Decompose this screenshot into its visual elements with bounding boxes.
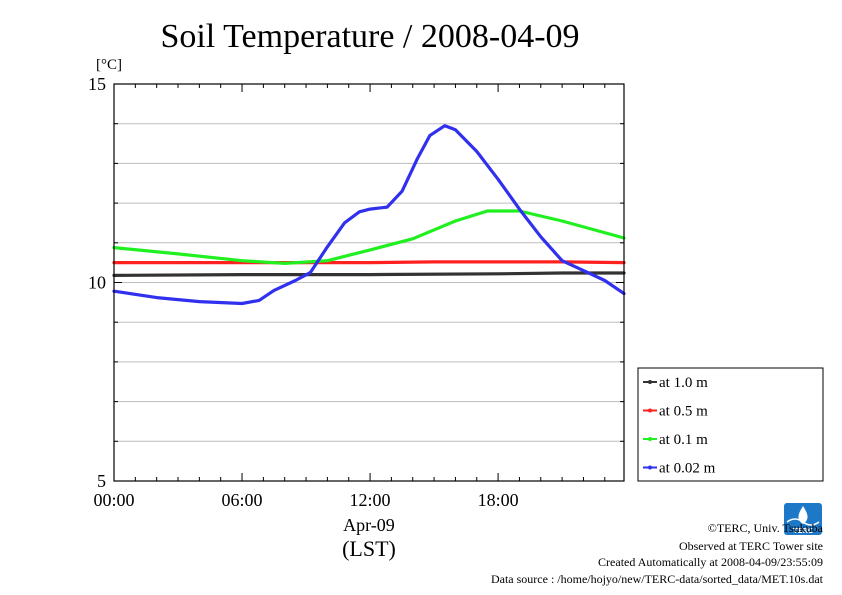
footer-copyright: ©TERC, Univ. Tsukuba xyxy=(708,521,824,535)
y-axis: 5 10 15 xyxy=(88,74,624,491)
series-line-4 xyxy=(112,124,626,306)
series-line-3 xyxy=(112,209,626,265)
series-layer xyxy=(112,124,626,306)
y-unit-label: [°C] xyxy=(96,57,122,73)
wave-icon xyxy=(786,518,820,526)
legend-marker xyxy=(648,380,652,384)
footer-source: Data source : /home/hojyo/new/TERC-data/… xyxy=(491,572,824,586)
x-tick-label: 06:00 xyxy=(222,490,263,510)
grid-lines xyxy=(114,123,624,442)
logo-text: TERC xyxy=(793,527,813,535)
x-date-label: Apr-09 xyxy=(343,515,395,535)
chart-title: Soil Temperature / 2008-04-09 xyxy=(160,18,579,55)
terc-logo: TERC xyxy=(784,503,822,535)
legend-marker xyxy=(648,408,652,413)
legend-entry: at 0.1 m xyxy=(659,432,708,448)
footer-site: Observed at TERC Tower site xyxy=(679,539,823,553)
legend-marker xyxy=(648,465,652,470)
y-tick-label: 15 xyxy=(88,74,106,94)
x-tick-label: 00:00 xyxy=(93,490,134,510)
x-tick-label: 18:00 xyxy=(478,490,519,510)
footer-created: Created Automatically at 2008-04-09/23:5… xyxy=(598,555,823,569)
series-line-1 xyxy=(112,271,626,277)
water-drop-icon xyxy=(798,506,808,524)
legend-marker xyxy=(648,437,652,441)
x-axis: 00:00 06:00 12:00 18:00 xyxy=(93,84,606,510)
x-timezone-label: (LST) xyxy=(342,536,396,561)
legend: at 1.0 m at 0.5 m at 0.1 m at 0.02 m xyxy=(637,367,824,482)
legend-entry: at 0.02 m xyxy=(659,461,716,477)
legend-entry: at 0.5 m xyxy=(659,404,708,420)
series-line-2 xyxy=(112,260,626,265)
legend-box xyxy=(637,367,824,482)
y-tick-label: 10 xyxy=(88,273,106,293)
y-tick-label: 5 xyxy=(97,471,106,491)
legend-entry: at 1.0 m xyxy=(659,375,708,391)
x-tick-label: 12:00 xyxy=(350,490,391,510)
